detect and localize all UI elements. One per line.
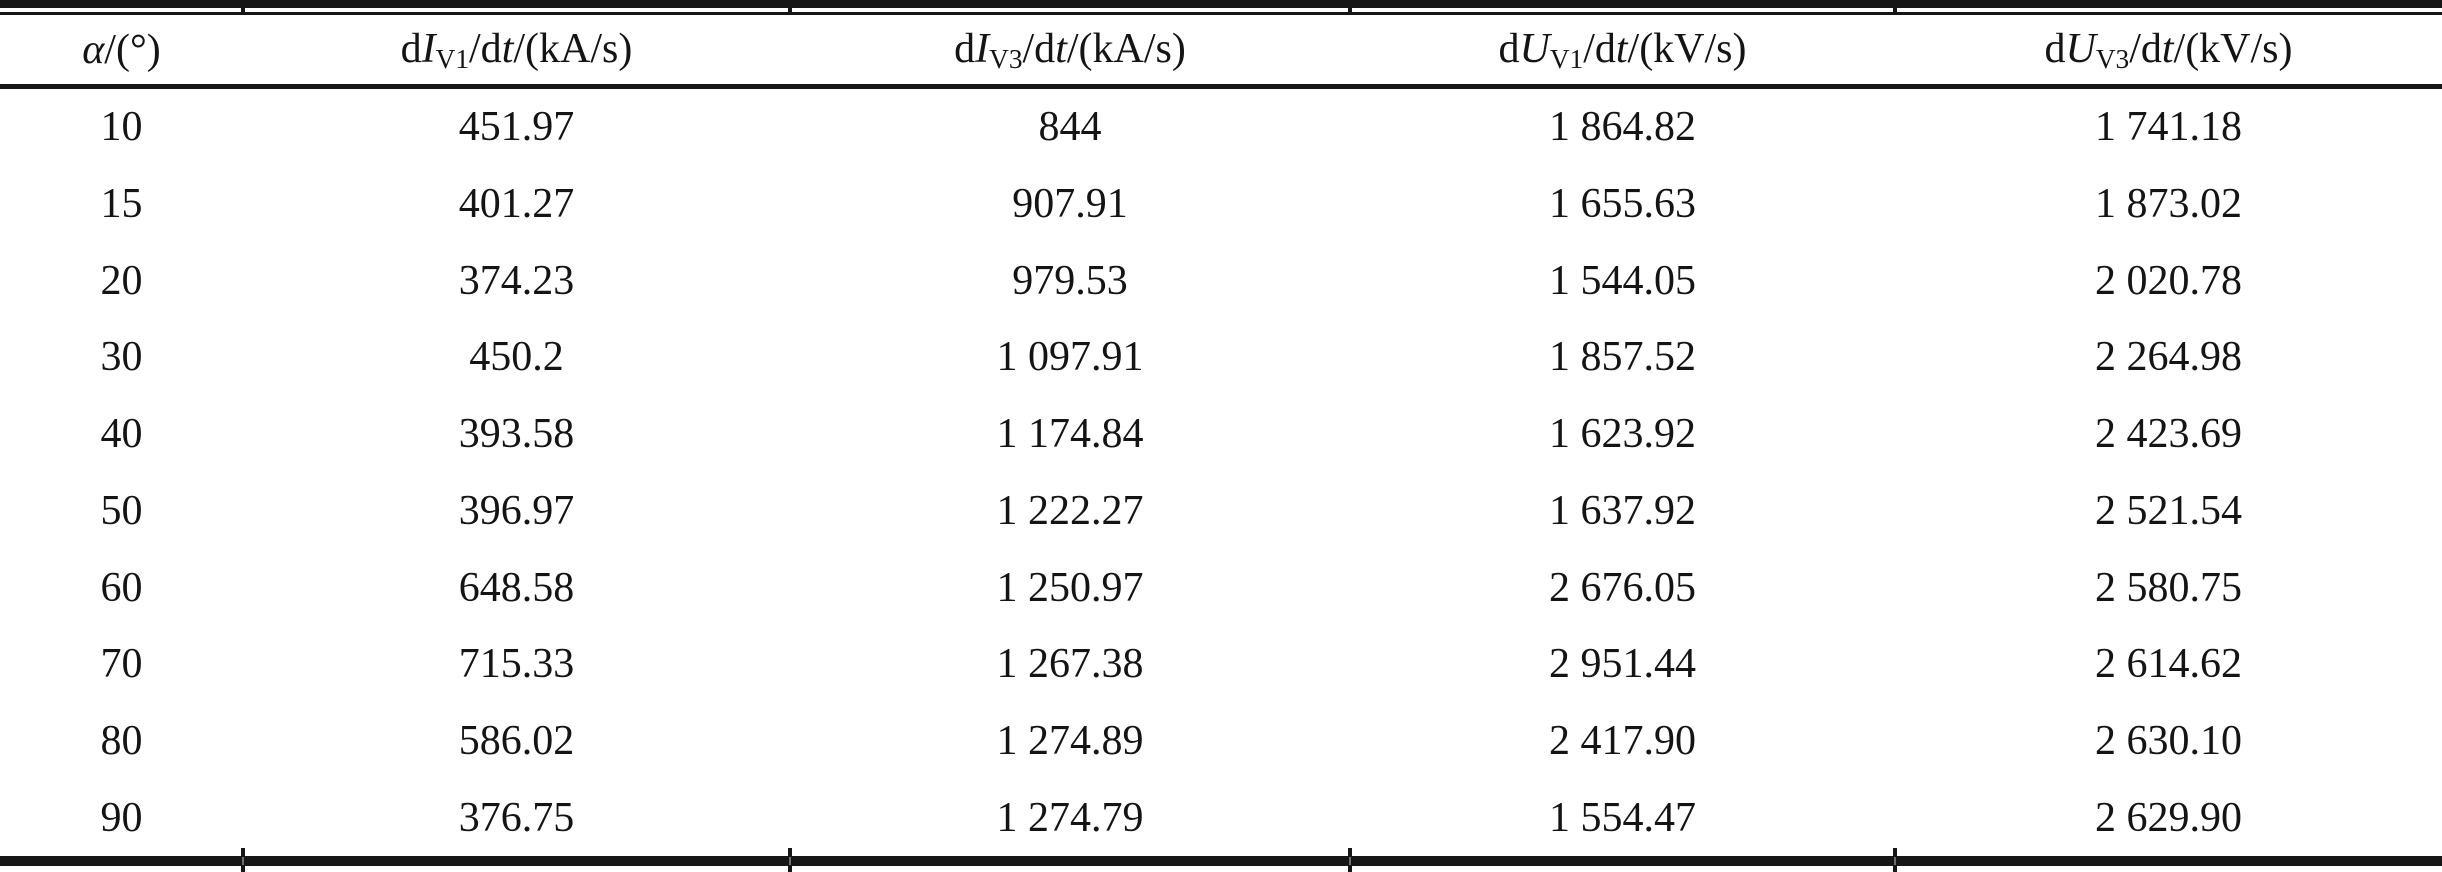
cell-du-v1: 1 857.52 xyxy=(1549,334,1696,381)
column-separator-tick xyxy=(241,0,245,15)
cell-di-v1: 451.97 xyxy=(458,104,575,151)
cell-du-v1: 1 554.47 xyxy=(1549,794,1696,841)
cell-du-v1: 2 417.90 xyxy=(1549,717,1696,764)
table-row: 10 451.97 844 1 864.82 1 741.18 xyxy=(0,89,2442,166)
col-header-alpha: α/(°) xyxy=(82,26,161,73)
cell-di-v3: 979.53 xyxy=(1012,257,1128,304)
bottom-rule-seam xyxy=(242,857,244,865)
cell-alpha: 40 xyxy=(100,411,143,458)
bottom-rule-seam xyxy=(1894,857,1896,865)
col-header-di-v3-dt: dIV3/dt/(kA/s) xyxy=(954,25,1186,74)
cell-du-v1: 1 864.82 xyxy=(1549,104,1696,151)
cell-alpha: 10 xyxy=(100,104,143,151)
cell-du-v3: 2 264.98 xyxy=(2095,334,2242,381)
cell-di-v1: 374.23 xyxy=(458,257,575,304)
table-row: 70 715.33 1 267.38 2 951.44 2 614.62 xyxy=(0,626,2442,703)
cell-du-v1: 1 655.63 xyxy=(1549,181,1696,228)
cell-di-v1: 396.97 xyxy=(458,487,575,534)
table-header-row: α/(°) dIV1/dt/(kA/s) dIV3/dt/(kA/s) dUV1… xyxy=(0,15,2442,84)
table-row: 90 376.75 1 274.79 1 554.47 2 629.90 xyxy=(0,779,2442,856)
cell-di-v3: 1 222.27 xyxy=(996,487,1144,534)
cell-di-v1: 715.33 xyxy=(458,641,575,688)
cell-di-v3: 1 250.97 xyxy=(996,564,1144,611)
cell-di-v3: 1 097.91 xyxy=(996,334,1144,381)
cell-alpha: 70 xyxy=(100,641,143,688)
cell-du-v3: 2 630.10 xyxy=(2095,717,2242,764)
cell-di-v1: 401.27 xyxy=(458,181,575,228)
cell-di-v3: 1 274.79 xyxy=(996,794,1144,841)
cell-di-v3: 907.91 xyxy=(1012,181,1128,228)
cell-alpha: 60 xyxy=(100,564,143,611)
table-body: 10 451.97 844 1 864.82 1 741.18 15 401.2… xyxy=(0,89,2442,856)
bottom-rule-seam xyxy=(1349,857,1351,865)
cell-di-v1: 393.58 xyxy=(458,411,575,458)
cell-du-v1: 2 676.05 xyxy=(1549,564,1696,611)
col-header-du-v3-dt: dUV3/dt/(kV/s) xyxy=(2044,25,2293,74)
bottom-rule xyxy=(0,856,2442,866)
cell-alpha: 20 xyxy=(100,257,143,304)
cell-di-v1: 648.58 xyxy=(458,564,575,611)
top-rule-thick xyxy=(0,0,2442,8)
cell-du-v1: 1 623.92 xyxy=(1549,411,1696,458)
column-separator-tick xyxy=(788,0,792,15)
table-row: 30 450.2 1 097.91 1 857.52 2 264.98 xyxy=(0,319,2442,396)
cell-du-v3: 2 629.90 xyxy=(2095,794,2242,841)
cell-du-v3: 2 423.69 xyxy=(2095,411,2242,458)
table-row: 80 586.02 1 274.89 2 417.90 2 630.10 xyxy=(0,703,2442,780)
cell-alpha: 80 xyxy=(100,717,143,764)
cell-du-v3: 2 614.62 xyxy=(2095,641,2242,688)
table-row: 20 374.23 979.53 1 544.05 2 020.78 xyxy=(0,242,2442,319)
table-row: 50 396.97 1 222.27 1 637.92 2 521.54 xyxy=(0,473,2442,550)
cell-di-v1: 586.02 xyxy=(458,717,575,764)
cell-di-v3: 1 174.84 xyxy=(996,411,1144,458)
cell-di-v3: 1 267.38 xyxy=(996,641,1144,688)
header-separator-rule xyxy=(0,84,2442,89)
cell-alpha: 50 xyxy=(100,487,143,534)
cell-du-v3: 1 741.18 xyxy=(2095,104,2242,151)
cell-du-v3: 1 873.02 xyxy=(2095,181,2242,228)
cell-di-v1: 376.75 xyxy=(458,794,575,841)
table-row: 40 393.58 1 174.84 1 623.92 2 423.69 xyxy=(0,396,2442,473)
column-separator-tick xyxy=(1348,0,1352,15)
cell-du-v3: 2 521.54 xyxy=(2095,487,2242,534)
cell-du-v1: 1 544.05 xyxy=(1549,257,1696,304)
cell-alpha: 15 xyxy=(100,181,143,228)
cell-du-v3: 2 020.78 xyxy=(2095,257,2242,304)
column-separator-tick xyxy=(1893,0,1897,15)
col-header-du-v1-dt: dUV1/dt/(kV/s) xyxy=(1498,25,1747,74)
cell-di-v3: 1 274.89 xyxy=(996,717,1144,764)
col-header-di-v1-dt: dIV1/dt/(kA/s) xyxy=(400,25,633,74)
cell-alpha: 30 xyxy=(100,334,143,381)
cell-alpha: 90 xyxy=(100,794,143,841)
top-rule-thin xyxy=(0,12,2442,15)
cell-di-v1: 450.2 xyxy=(469,334,564,381)
cell-du-v1: 2 951.44 xyxy=(1549,641,1696,688)
cell-du-v1: 1 637.92 xyxy=(1549,487,1696,534)
cell-di-v3: 844 xyxy=(1038,104,1102,151)
cell-du-v3: 2 580.75 xyxy=(2095,564,2242,611)
table-row: 15 401.27 907.91 1 655.63 1 873.02 xyxy=(0,166,2442,243)
bottom-rule-seam xyxy=(789,857,791,865)
table-row: 60 648.58 1 250.97 2 676.05 2 580.75 xyxy=(0,549,2442,626)
